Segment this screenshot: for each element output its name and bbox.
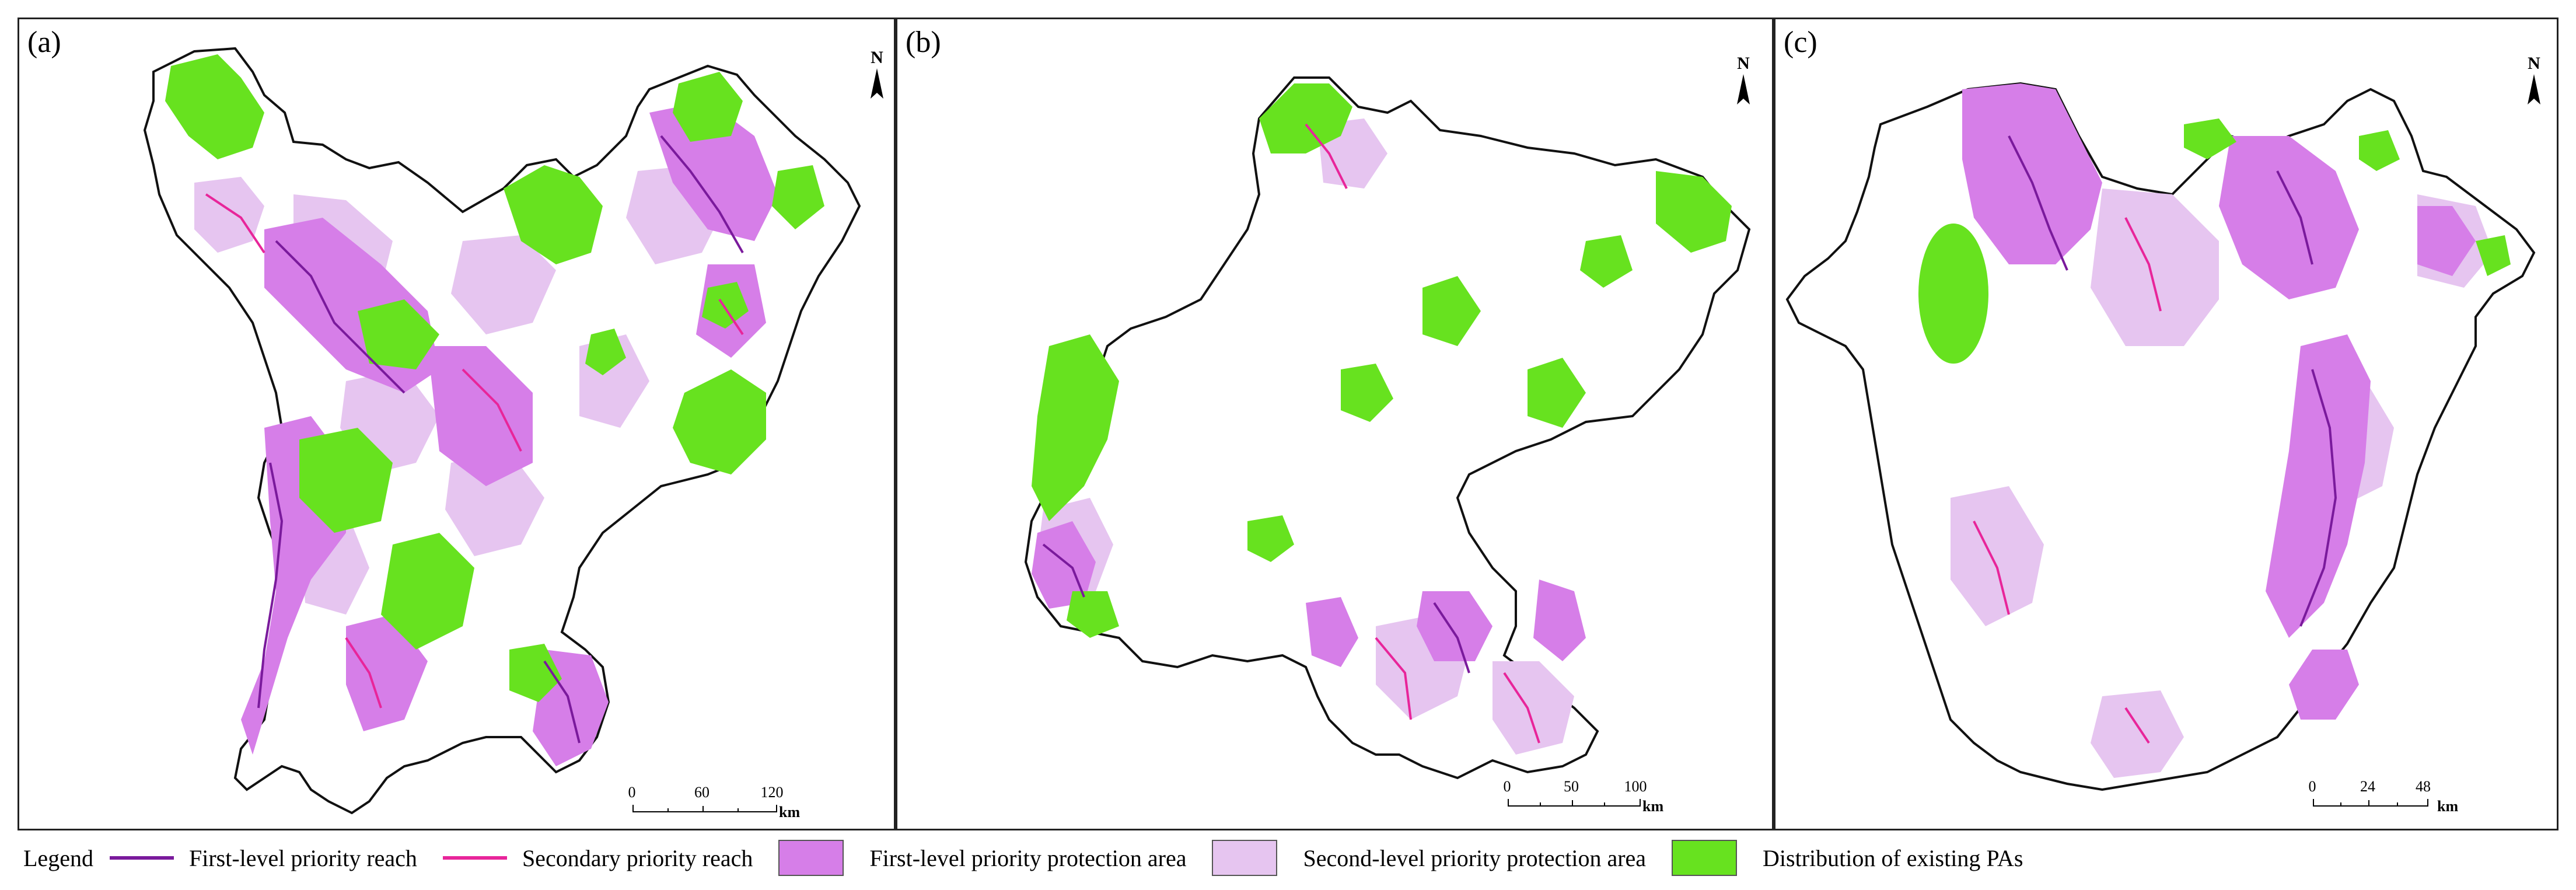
legend-swatch [109,856,174,860]
legend-item-secondary-reach: Secondary priority reach [442,844,753,872]
legend-label: First-level priority reach [188,844,417,871]
legend-label: Secondary priority reach [522,844,753,871]
legend-title: Legend [23,844,93,871]
scale-unit: km [779,804,801,821]
scale-unit: km [2437,798,2459,815]
region-boundary-c [1785,82,2536,791]
scale-tick: 120 [760,784,784,801]
north-label: N [2528,54,2540,73]
scale-tick: 0 [2308,778,2316,795]
scale-bar-graphic [1508,799,1641,807]
scale-tick: 60 [694,784,709,801]
legend-item-first-level-reach: First-level priority reach [109,844,417,872]
legend-label: First-level priority protection area [869,844,1187,871]
map-canvas-b [1024,76,1751,780]
legend-swatch [778,840,844,876]
first-level-areas-c [1962,83,2476,720]
scale-tick: 24 [2360,778,2375,795]
map-panel-b: (b) [896,18,1774,830]
scale-tick: 50 [1564,778,1579,795]
north-arrow-icon [871,68,883,99]
legend-item-existing-pas: Distribution of existing PAs [1672,840,2023,876]
scale-tick: 0 [1503,778,1511,795]
map-canvas-a [143,47,861,815]
legend-swatch [442,856,507,860]
north-arrow-icon [1737,74,1750,104]
existing-pas-c [1918,118,2511,364]
priority-reaches-a [205,135,744,744]
map-panel-c: (c) [1774,18,2558,830]
north-arrow-b: N [1726,54,1761,106]
scale-unit: km [1642,798,1664,815]
north-arrow-icon [2528,74,2540,104]
scale-tick: 48 [2416,778,2431,795]
legend-label: Distribution of existing PAs [1763,844,2023,871]
existing-pas-a [165,54,824,702]
priority-reaches-c [1973,135,2337,744]
legend-item-first-level-area: First-level priority protection area [778,840,1186,876]
north-label: N [1737,54,1750,73]
legend-label: Second-level priority protection area [1303,844,1647,871]
north-arrow-a: N [859,48,894,100]
panel-label: (b) [906,26,941,59]
north-arrow-c: N [2516,54,2551,106]
map-panel-a: (a) [18,18,896,830]
priority-reaches-b [1042,123,1540,744]
existing-pas-b [1032,83,1732,638]
legend-item-second-level-area: Second-level priority protection area [1212,840,1646,876]
map-legend: Legend First-level priority reach Second… [23,840,2049,876]
scale-bar-c: 0 24 48 km [2308,778,2464,815]
scale-bar-graphic [2313,799,2428,807]
legend-swatch [1672,840,1738,876]
panel-label: (a) [27,26,61,59]
map-canvas-c [1785,82,2536,791]
scale-bar-graphic [632,805,777,812]
panel-label: (c) [1784,26,1817,59]
north-label: N [871,48,883,67]
scale-tick: 0 [628,784,636,801]
scale-bar-a: 0 60 120 km [628,784,801,821]
scale-tick: 100 [1624,778,1647,795]
legend-swatch [1212,840,1278,876]
scale-bar-b: 0 50 100 km [1503,778,1664,815]
